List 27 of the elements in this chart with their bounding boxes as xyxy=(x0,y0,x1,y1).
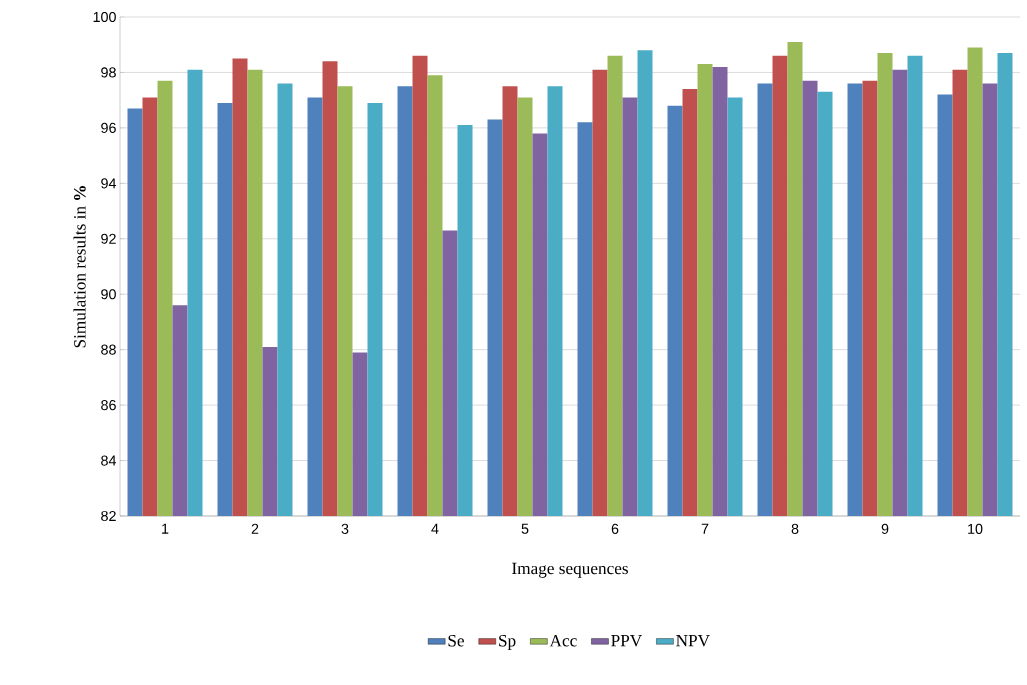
x-tick-label: 10 xyxy=(968,523,983,534)
legend-label: Se xyxy=(448,634,464,647)
y-tick-label: 90 xyxy=(101,289,116,300)
y-tick-label: 84 xyxy=(101,455,117,466)
legend-label: Acc xyxy=(549,634,577,647)
x-tick-label: 5 xyxy=(521,523,529,534)
x-tick-label: 1 xyxy=(162,523,169,534)
x-tick-label: 7 xyxy=(701,523,709,534)
y-tick-label: 88 xyxy=(101,344,116,355)
y-tick-label: 86 xyxy=(101,400,116,411)
x-tick-label: 6 xyxy=(611,523,619,534)
y-tick-label: 96 xyxy=(101,122,116,133)
y-tick-label: 94 xyxy=(101,178,117,189)
x-tick-label: 8 xyxy=(791,523,799,534)
y-axis-title: Simulation results in % xyxy=(73,186,86,348)
x-tick-label: 4 xyxy=(431,523,439,534)
y-tick-label: 100 xyxy=(93,11,116,23)
x-tick-label: 3 xyxy=(341,523,349,534)
y-tick-label: 82 xyxy=(101,510,116,522)
x-axis-title: Image sequences xyxy=(512,562,628,578)
y-tick-label: 98 xyxy=(101,67,116,78)
legend-label: PPV xyxy=(611,635,643,647)
x-tick-label: 2 xyxy=(251,523,259,534)
legend-label: NPV xyxy=(676,635,710,647)
x-tick-label: 9 xyxy=(881,523,889,534)
y-tick-label: 92 xyxy=(101,233,116,244)
legend-label: Sp xyxy=(499,634,516,651)
